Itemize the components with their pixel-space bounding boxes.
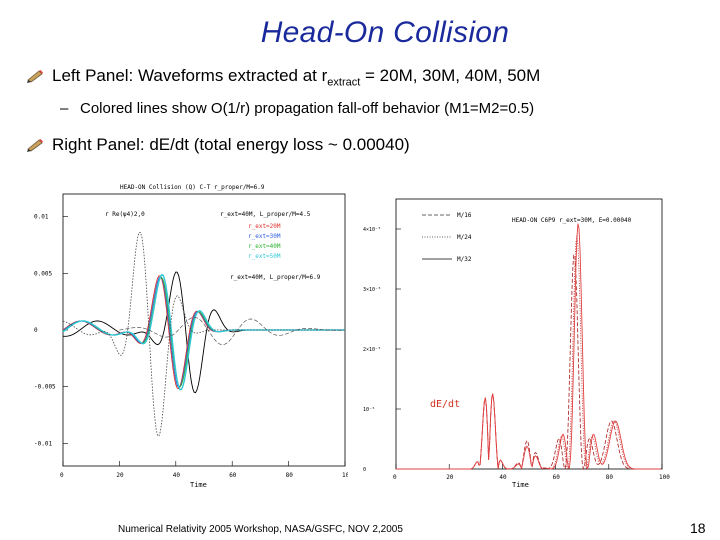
waveform-series-extra [119,317,345,345]
energy-x-tick-label: 80 [606,474,614,481]
waveform-x-tick-label: 40 [173,472,181,479]
waveform-y-tick-label: -0.01 [34,440,52,447]
legend-r20: r_ext=20M [248,223,281,230]
waveform-y-tick-label: 0.01 [34,214,49,221]
sub-bullet-dash: – [60,100,69,117]
bullet-right-panel-text: Right Panel: dE/dt (total energy loss ~ … [52,135,410,154]
energy-x-tick-label: 100 [659,474,670,481]
waveform-x-tick-label: 100 [342,472,348,479]
waveform-x-tick-label: 20 [116,472,124,479]
page-number: 18 [690,520,706,536]
energy-plot-frame [395,198,663,470]
sub-bullet-colored-lines: – Colored lines show O(1/r) propagation f… [60,100,534,117]
pencil-bullet-icon [27,139,43,152]
energy-series-m24 [396,234,661,471]
waveform-x-tick-label: 60 [229,472,237,479]
energy-chart: 4×10⁻⁵ 3×10⁻⁵ 2×10⁻⁵ 10⁻⁵ 0 0 20 40 60 80 100 M/1… [363,198,670,489]
waveform-annotation-l69: r_ext=40M, L_proper/M=6.9 [230,274,321,281]
waveform-chart: HEAD-ON Collision (Q) C-T r_proper/M=6.9… [34,184,353,489]
energy-series-m16 [396,254,661,471]
energy-y-tick-label: 10⁻⁵ [363,407,375,413]
energy-y-tick-label: 3×10⁻⁵ [363,287,381,293]
waveform-y-tick-label: 0 [34,327,38,334]
energy-y-tick-label: 0 [363,467,366,473]
waveform-y-tick-label: 0.005 [34,270,52,277]
left-waveform-panel: HEAD-ON Collision (Q) C-T r_proper/M=6.9… [30,182,353,492]
energy-xlabel: Time [512,481,529,489]
waveform-series-l45 [62,232,345,437]
energy-x-tick-label: 60 [553,474,561,481]
legend-r50: r_ext=50M [248,253,281,260]
energy-annotation-dedt: dE/dt [430,399,460,410]
waveform-y-tick-label: -0.005 [34,384,56,391]
energy-series-m32 [396,223,661,470]
waveform-annotation-l45: r_ext=40M, L_proper/M=4.5 [220,211,311,218]
waveform-x-tick-label: 80 [286,472,294,479]
pencil-bullet-icon [27,70,43,83]
waveform-chart-title: HEAD-ON Collision (Q) C-T r_proper/M=6.9 [120,184,265,191]
right-energy-panel: 4×10⁻⁵ 3×10⁻⁵ 2×10⁻⁵ 10⁻⁵ 0 0 20 40 60 80 100 M/1… [362,195,672,490]
footer-text: Numerical Relativity 2005 Workshop, NASA… [118,524,403,535]
legend-m32: M/32 [457,256,472,263]
legend-m24: M/24 [457,234,472,241]
energy-chart-title: HEAD-ON C6P9 r_ext=30M, E=0.00040 [512,217,632,224]
legend-m16: M/16 [457,212,472,219]
legend-r30: r_ext=30M [248,233,281,240]
energy-x-tick-label: 40 [499,474,507,481]
legend-r40: r_ext=40M [248,243,281,250]
energy-x-tick-label: 0 [393,474,397,481]
energy-x-tick-label: 20 [446,474,454,481]
waveform-series-r50 [62,273,345,391]
waveform-xlabel: Time [190,481,207,489]
bullet-left-panel-text: Left Panel: Waveforms extracted at rextr… [52,66,541,89]
energy-y-tick-label: 2×10⁻⁵ [363,347,381,353]
waveform-x-tick-label: 0 [60,472,64,479]
waveform-annotation-ylabel: r Re(ψ4)2,0 [105,211,145,218]
energy-y-tick-label: 4×10⁻⁵ [363,227,381,233]
slide-title: Head-On Collision [260,16,510,49]
sub-bullet-text: Colored lines show O(1/r) propagation fa… [80,100,535,117]
